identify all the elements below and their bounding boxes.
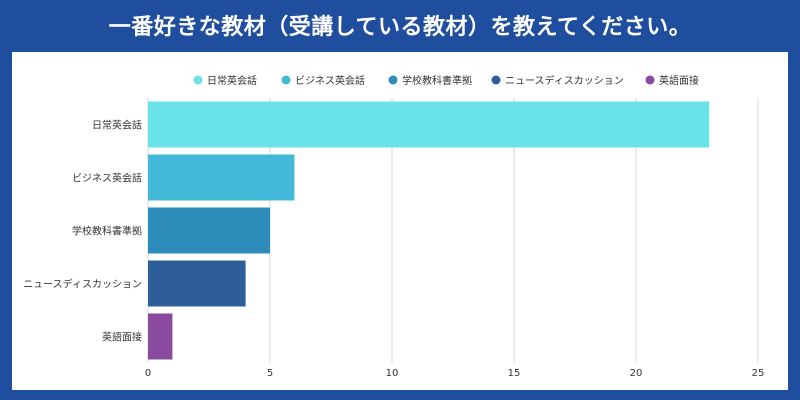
- x-tick-label: 20: [630, 368, 643, 379]
- category-label: ニュースディスカッション: [23, 278, 142, 291]
- category-label: 英語面接: [102, 331, 142, 344]
- category-label: 学校教科書準拠: [72, 225, 142, 238]
- x-tick-label: 25: [752, 368, 765, 379]
- bar-1: [148, 101, 710, 148]
- legend-label: ビジネス英会話: [295, 74, 365, 87]
- x-tick-label: 5: [267, 368, 273, 379]
- legend-label: 日常英会話: [207, 74, 257, 87]
- bar-3: [148, 207, 270, 254]
- legend-label: 学校教科書準拠: [402, 74, 472, 87]
- legend-swatch: [491, 75, 501, 85]
- chart-x-ticks: 0 5 10 15 20 25: [145, 368, 765, 379]
- legend-swatch: [281, 75, 291, 85]
- bar-4: [148, 260, 246, 307]
- legend-label: 英語面接: [659, 74, 699, 87]
- chart-bars: [148, 101, 710, 360]
- legend-label: ニュースディスカッション: [505, 74, 624, 87]
- page-title: 一番好きな教材（受講している教材）を教えてください。: [108, 15, 692, 40]
- x-tick-label: 10: [386, 368, 399, 379]
- category-label: 日常英会話: [92, 119, 142, 132]
- x-tick-label: 15: [508, 368, 521, 379]
- legend-swatch: [645, 75, 655, 85]
- category-label: ビジネス英会話: [72, 172, 142, 185]
- bar-5: [148, 313, 173, 360]
- bar-2: [148, 154, 295, 201]
- x-tick-label: 0: [145, 368, 151, 379]
- chart-panel: 日常英会話 ビジネス英会話 学校教科書準拠 ニュースディスカッション 英語面接 日常英会…: [10, 50, 790, 392]
- chart-legend: 日常英会話 ビジネス英会話 学校教科書準拠 ニュースディスカッション 英語面接: [193, 74, 699, 87]
- legend-swatch: [388, 75, 398, 85]
- bar-chart: 日常英会話 ビジネス英会話 学校教科書準拠 ニュースディスカッション 英語面接 日常英会…: [23, 74, 765, 379]
- legend-swatch: [193, 75, 203, 85]
